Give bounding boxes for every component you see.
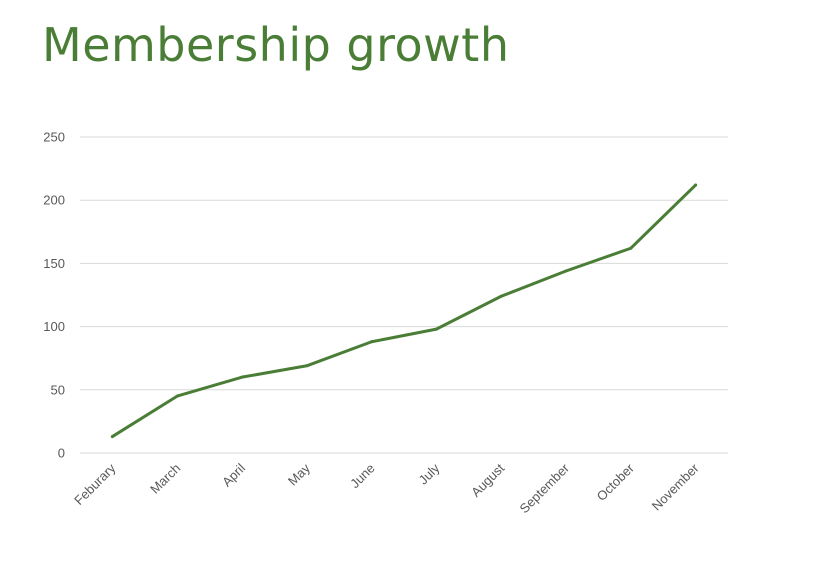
y-tick-label: 150 xyxy=(43,256,65,271)
y-tick-label: 100 xyxy=(43,319,65,334)
data-point xyxy=(370,340,374,344)
data-point xyxy=(240,375,244,379)
y-tick-label: 200 xyxy=(43,193,65,208)
x-tick-label: July xyxy=(416,460,443,487)
data-point xyxy=(305,364,309,368)
x-axis: Feburary March April May June July August Septe… xyxy=(71,460,702,516)
data-point xyxy=(175,394,179,398)
data-point xyxy=(499,294,503,298)
y-tick-label: 250 xyxy=(43,130,65,145)
data-point xyxy=(564,269,568,273)
y-tick-label: 50 xyxy=(51,382,65,397)
x-tick-label: June xyxy=(347,461,378,492)
x-tick-label: Feburary xyxy=(71,460,119,508)
x-tick-label: April xyxy=(219,460,248,489)
data-point xyxy=(694,183,698,187)
data-point xyxy=(110,435,114,439)
y-axis: 0 50 100 150 200 250 xyxy=(43,130,65,461)
x-tick-label: May xyxy=(285,460,313,488)
series-line xyxy=(110,183,698,439)
data-point xyxy=(434,327,438,331)
series-layer xyxy=(110,183,698,439)
x-tick-label: August xyxy=(468,460,507,499)
x-tick-label: November xyxy=(649,460,702,513)
data-point xyxy=(629,246,633,250)
x-tick-label: March xyxy=(147,461,183,497)
x-tick-label: September xyxy=(517,460,573,516)
y-tick-label: 0 xyxy=(58,446,65,461)
chart-title: Membership growth xyxy=(42,18,510,72)
grid-lines xyxy=(80,136,728,454)
x-tick-label: October xyxy=(594,460,638,504)
